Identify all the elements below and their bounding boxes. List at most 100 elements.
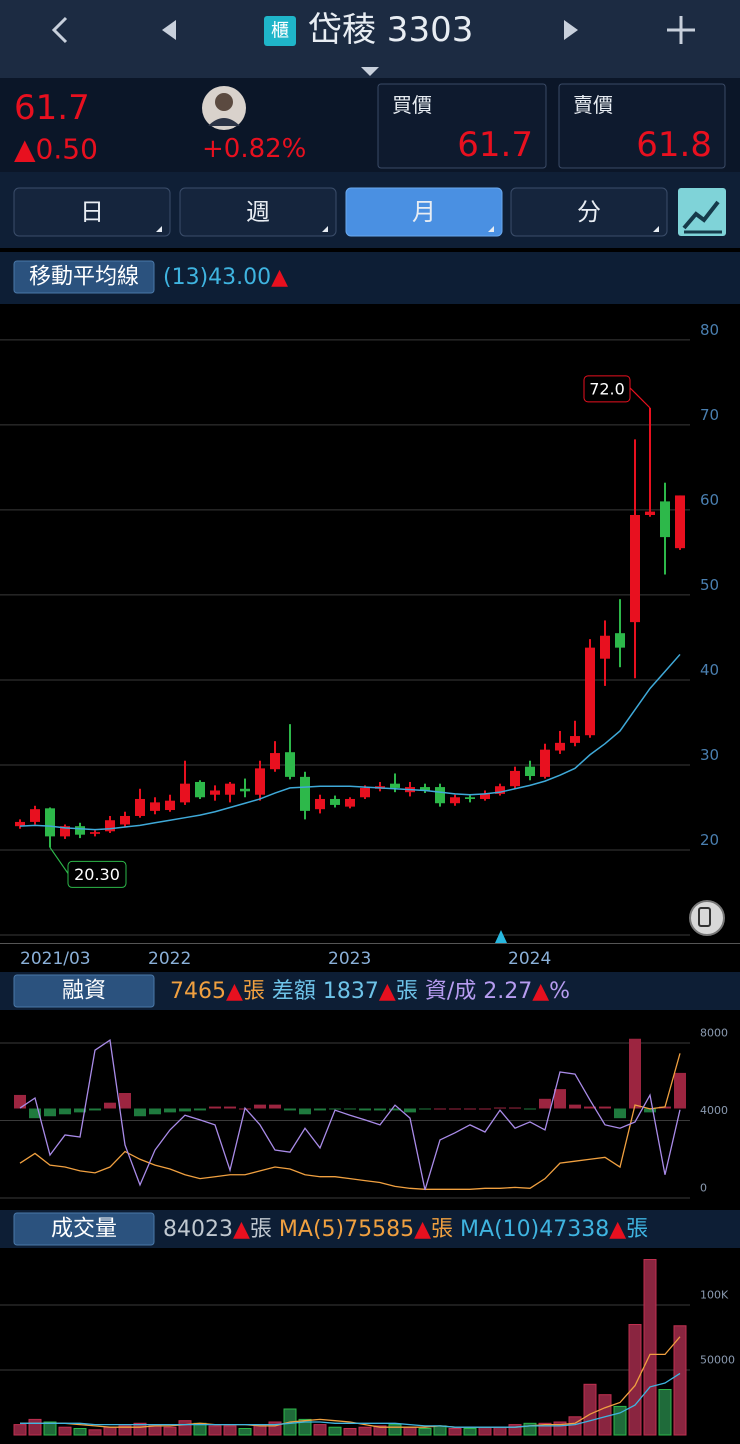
margin-change-bar	[629, 1038, 641, 1109]
margin-change-bar	[614, 1108, 626, 1119]
legend-segment: ▲	[379, 979, 396, 1004]
layout-toggle-button[interactable]	[689, 900, 725, 936]
margin-change-bar	[299, 1108, 311, 1115]
annotation-box	[583, 375, 631, 403]
candle-body	[360, 787, 370, 798]
candle-body	[600, 635, 610, 659]
legend-segment: ▲	[226, 979, 243, 1004]
add-button[interactable]	[667, 16, 695, 44]
candle-body	[540, 749, 550, 777]
volume-bar	[118, 1425, 132, 1436]
candle-body	[420, 787, 430, 791]
tab-bg	[13, 187, 171, 237]
candle-body	[30, 809, 40, 822]
margin-change-bar	[674, 1072, 686, 1109]
y-tick-label: 80	[700, 321, 719, 339]
tab[interactable]: 週	[179, 187, 337, 237]
volume-bar	[163, 1426, 177, 1436]
volume-bar	[448, 1428, 462, 1436]
margin-change-bar	[479, 1108, 491, 1110]
margin-change-bar	[419, 1108, 431, 1110]
margin-change-bar	[89, 1108, 101, 1111]
tab-label: 分	[577, 198, 601, 226]
settings-icon	[682, 200, 720, 230]
margin-change-bar	[134, 1108, 146, 1117]
volume-bar	[223, 1425, 237, 1436]
volume-ma-line	[20, 1372, 681, 1428]
legend-segment: 7465	[170, 979, 226, 1004]
candle-body	[285, 752, 295, 777]
tab-corner	[156, 226, 162, 232]
candle-body	[300, 776, 310, 811]
legend-segment: 資/成 2.27	[418, 979, 532, 1004]
legend-segment: 張	[243, 979, 265, 1004]
candle-body	[135, 798, 145, 816]
margin-change-bar	[164, 1108, 176, 1113]
y-tick-label: 40	[700, 661, 719, 679]
bid-box	[377, 83, 547, 169]
tab-bg	[345, 187, 503, 237]
candle-body	[645, 511, 655, 516]
price: 61.7	[14, 88, 90, 128]
ask-label: 賣價	[573, 93, 613, 117]
legend-label: 移動平均線	[29, 265, 139, 290]
candle-body	[390, 783, 400, 788]
legend-label-bg	[13, 260, 155, 294]
margin-change-bar	[569, 1104, 581, 1109]
candle-body	[105, 820, 115, 832]
market-badge-bg	[264, 16, 296, 46]
volume-bar	[238, 1428, 252, 1436]
tab[interactable]: 日	[13, 187, 171, 237]
candle-body	[660, 501, 670, 538]
candle-body	[75, 826, 85, 835]
candle-body	[435, 787, 445, 804]
tab-corner	[488, 226, 494, 232]
margin-change-bar	[359, 1108, 371, 1111]
volume-bar	[598, 1394, 612, 1436]
annotation-label: 72.0	[589, 379, 625, 398]
margin-change-bar	[374, 1108, 386, 1111]
candle-body	[210, 790, 220, 795]
volume-bar	[58, 1426, 72, 1436]
candle-body	[570, 736, 580, 743]
candle-body	[510, 770, 520, 787]
annotation-box	[67, 860, 127, 888]
market-badge: 櫃	[271, 21, 289, 42]
cursor-marker	[495, 930, 507, 943]
charts: 移動平均線(13)43.00▲10203040506070802021/0320…	[0, 260, 735, 1436]
tab-bg	[179, 187, 337, 237]
candle-body	[120, 815, 130, 825]
margin-change-bar	[209, 1106, 221, 1109]
candle-body	[165, 800, 175, 811]
margin-change-bar	[644, 1108, 656, 1113]
margin-change-bar	[449, 1108, 461, 1110]
volume-bar	[433, 1425, 447, 1436]
next-stock-button[interactable]	[564, 20, 578, 40]
candle-body	[495, 786, 505, 794]
volume-bar	[178, 1420, 192, 1436]
margin-change-bar	[269, 1104, 281, 1109]
candle-body	[450, 797, 460, 804]
legend-segment: 84023	[163, 1217, 233, 1242]
margin-change-bar	[509, 1107, 521, 1109]
candle-body	[345, 798, 355, 807]
tab[interactable]: 分	[510, 187, 668, 237]
stock-title[interactable]: 岱稜 3303	[308, 10, 473, 50]
margin-change-bar	[14, 1094, 26, 1109]
margin-change-bar	[404, 1108, 416, 1113]
tab[interactable]: 月	[345, 187, 503, 237]
back-button[interactable]	[51, 16, 68, 44]
candle-body	[480, 793, 490, 799]
annotation-connector	[629, 387, 651, 409]
volume-bar	[403, 1426, 417, 1436]
margin-change-bar	[329, 1108, 341, 1110]
chart-settings-button[interactable]	[678, 188, 726, 236]
avatar[interactable]	[202, 86, 246, 130]
candle-body	[150, 802, 160, 811]
legend-segment: 差額 1837	[265, 979, 379, 1004]
margin-change-bar	[149, 1108, 161, 1115]
legend-segment: 張	[431, 1217, 453, 1242]
prev-stock-button[interactable]	[162, 20, 176, 40]
volume-bar	[28, 1418, 42, 1436]
